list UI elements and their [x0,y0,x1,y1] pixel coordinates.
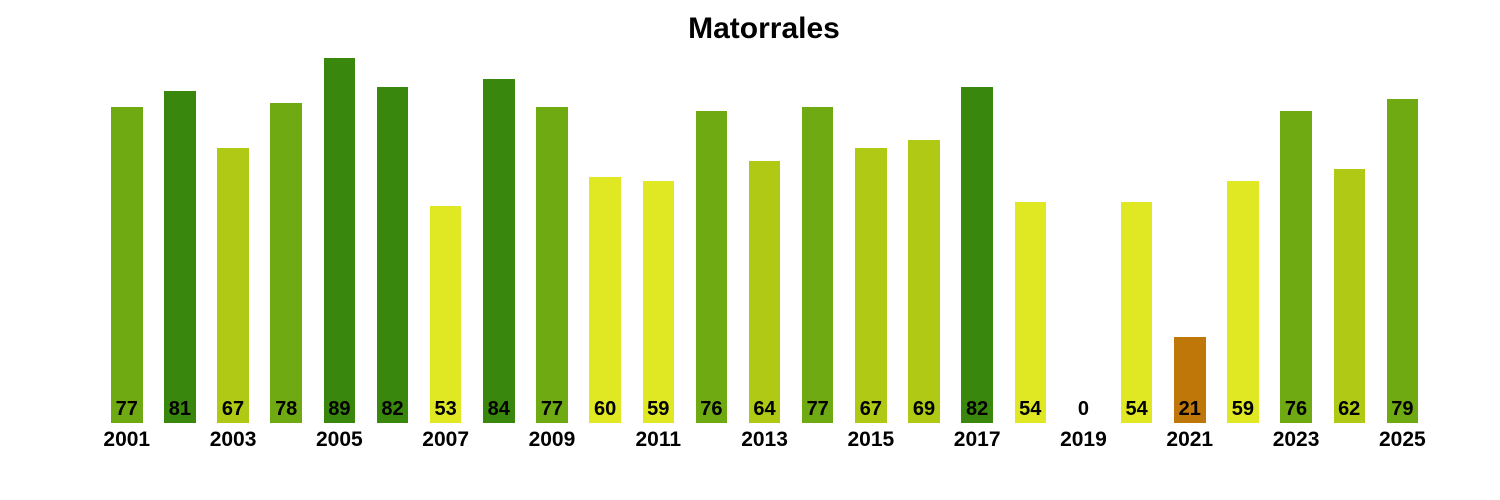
bar-value-label: 89 [328,398,351,420]
bar [1386,99,1419,423]
bar [1333,168,1365,423]
bar-value-label: 59 [1231,398,1255,420]
bar [270,103,302,423]
bar-value-label: 79 [1391,398,1414,420]
x-tick-label: 2011 [635,428,682,451]
bar [1014,201,1046,423]
bar-value-label: 77 [115,398,138,420]
x-tick-label: 2021 [1166,428,1214,451]
chart-title: Matorrales [688,12,840,45]
bar [323,58,356,423]
bar [908,140,940,423]
bar-value-label: 54 [1125,398,1148,420]
bar-value-label: 60 [593,398,617,420]
bar-value-label: 77 [806,398,829,420]
x-tick-label: 2003 [209,428,257,451]
bar [748,160,781,423]
bar [536,107,568,423]
bar-value-label: 21 [1178,398,1201,420]
bar [217,148,249,423]
bar-value-label: 69 [912,398,936,420]
bar-value-label: 62 [1338,398,1361,420]
x-tick-label: 2023 [1272,428,1320,451]
x-tick-label: 2001 [103,428,151,451]
bar [855,148,887,423]
x-tick-label: 2005 [315,428,363,451]
bar-value-label: 76 [700,398,723,420]
bar [961,86,993,423]
bar [483,78,515,423]
bar-value-label: 81 [168,398,192,420]
bar [801,107,834,423]
bar-value-label: 64 [753,398,776,420]
bar [1280,111,1312,423]
bar-value-label: 0 [1077,398,1089,420]
bar [376,86,409,423]
x-tick-label: 2025 [1378,428,1426,451]
x-tick-label: 2009 [528,428,576,451]
x-tick-label: 2007 [422,428,469,451]
bar [164,90,196,423]
x-tick-label: 2013 [741,428,788,451]
bar-value-label: 82 [966,398,989,420]
bar [1174,336,1206,423]
x-tick-label: 2015 [847,428,895,451]
bar-value-label: 82 [381,398,404,420]
bar [695,111,728,423]
bar-value-label: 76 [1284,398,1308,420]
bar [589,177,621,423]
x-tick-label: 2017 [953,428,1001,451]
bar-value-label: 67 [859,398,882,420]
bar [111,107,143,423]
bar-value-label: 67 [221,398,245,420]
bar-value-label: 59 [647,398,670,420]
bar [1120,201,1153,423]
x-tick-label: 2019 [1060,428,1107,451]
bar [429,205,462,423]
bar-value-label: 77 [540,398,564,420]
bar-value-label: 84 [487,398,510,420]
bar-value-label: 54 [1019,398,1042,420]
bar [1227,181,1259,423]
bar [642,181,674,423]
bar-value-label: 53 [434,398,457,420]
bar-value-label: 78 [275,398,298,420]
